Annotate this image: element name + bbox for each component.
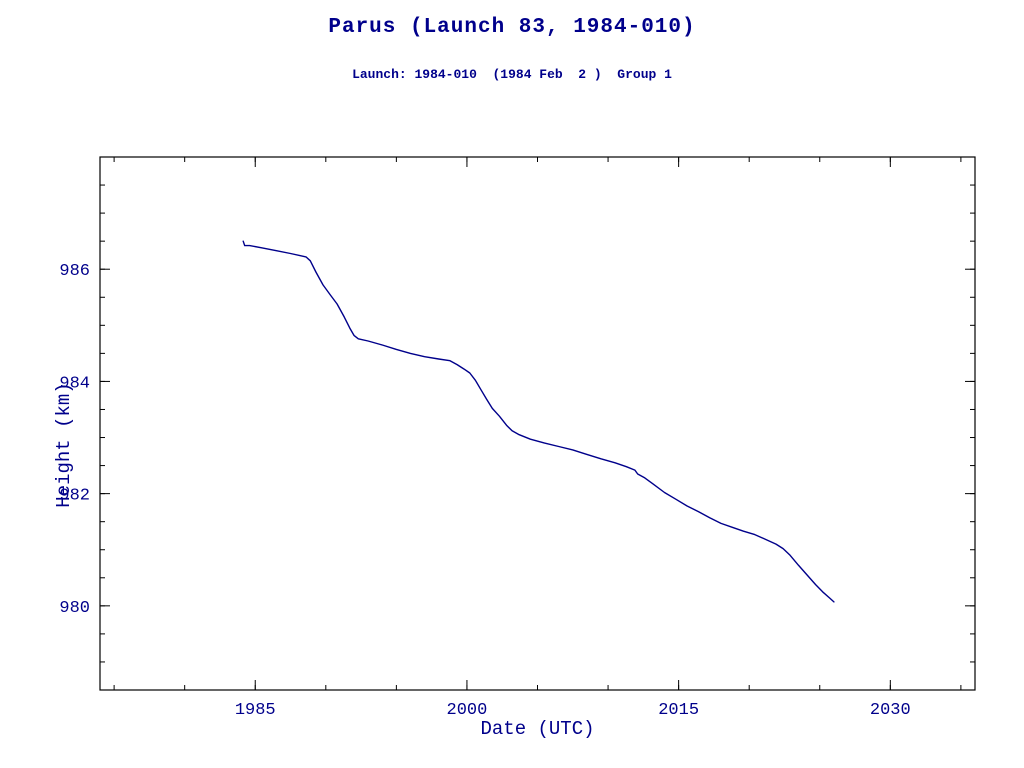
chart-subtitle: Launch: 1984-010 (1984 Feb 2 ) Group 1 (352, 67, 672, 82)
y-tick-label: 980 (59, 599, 90, 618)
y-axis-label-text: Height (km) (52, 382, 75, 508)
x-tick-label: 2030 (870, 701, 911, 720)
x-tick-label: 2000 (447, 701, 488, 720)
x-tick-label: 2015 (658, 701, 699, 720)
y-tick-label: 982 (59, 487, 90, 506)
x-axis-label: Date (UTC) (480, 718, 595, 740)
y-tick-label: 984 (59, 374, 90, 393)
x-tick-label: 1985 (235, 701, 276, 720)
plot-frame (99, 156, 976, 691)
chart-title: Parus (Launch 83, 1984-010) (328, 16, 696, 39)
data-line-height_km (242, 240, 835, 603)
y-tick-label: 986 (59, 262, 90, 281)
